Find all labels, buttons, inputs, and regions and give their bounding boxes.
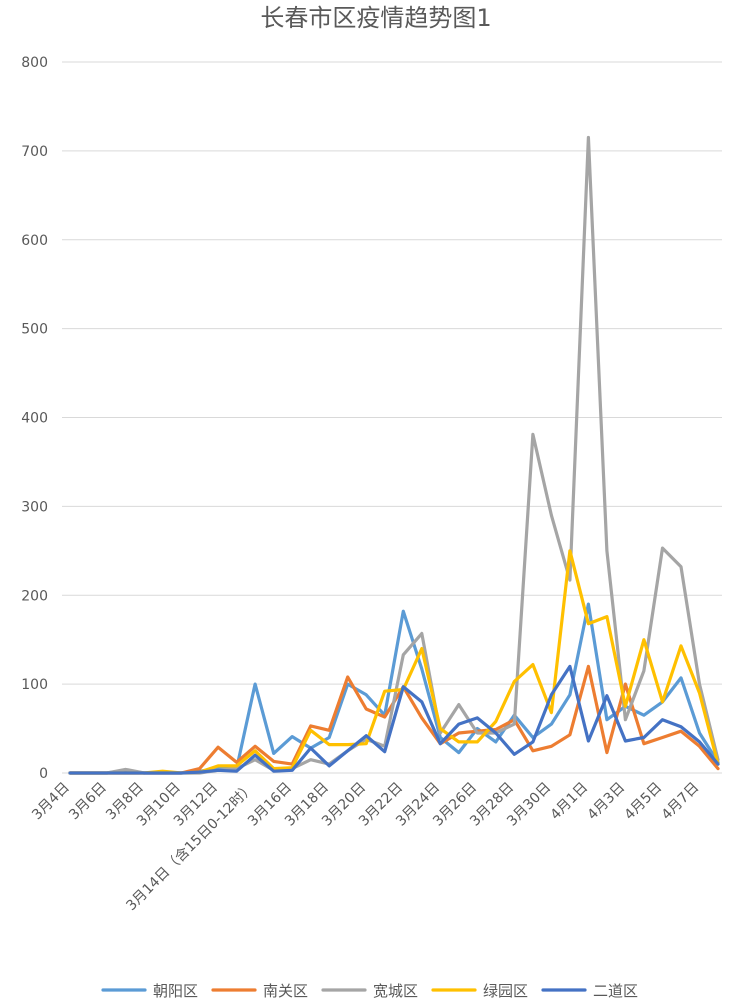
- x-tick-label: 4月1日: [548, 780, 592, 824]
- x-tick-label: 4月7日: [659, 780, 703, 824]
- legend: 朝阳区 南关区 宽城区 绿园区 二道区: [101, 982, 638, 1000]
- x-axis-tick-labels: 3月4日3月6日3月8日3月10日3月12日3月14日（含15日0-12时）3月…: [29, 780, 702, 915]
- x-tick-label: 3月6日: [66, 780, 110, 824]
- x-tick-label: 4月3日: [585, 780, 629, 824]
- x-tick-label: 3月4日: [29, 780, 73, 824]
- legend-label: 绿园区: [483, 982, 528, 1000]
- y-tick-label: 100: [21, 677, 48, 693]
- y-axis-tick-labels: 0 100 200 300 400 500 600 700 800: [21, 55, 48, 782]
- y-tick-label: 400: [21, 411, 48, 427]
- gridlines: [62, 61, 722, 774]
- x-tick-label: 4月5日: [622, 780, 666, 824]
- legend-label: 南关区: [263, 982, 308, 1000]
- y-tick-label: 700: [21, 144, 48, 160]
- y-tick-label: 600: [21, 233, 48, 249]
- y-tick-label: 300: [21, 499, 48, 515]
- legend-label: 宽城区: [373, 982, 418, 1000]
- y-tick-label: 500: [21, 322, 48, 338]
- series-lines: [68, 135, 720, 775]
- y-tick-label: 0: [39, 766, 48, 782]
- y-tick-label: 200: [21, 588, 48, 604]
- legend-label: 朝阳区: [153, 982, 198, 1000]
- series-line-5: [68, 664, 720, 775]
- chart-title: 长春市区疫情趋势图1: [260, 4, 491, 32]
- legend-label: 二道区: [593, 982, 638, 1000]
- y-tick-label: 800: [21, 55, 48, 71]
